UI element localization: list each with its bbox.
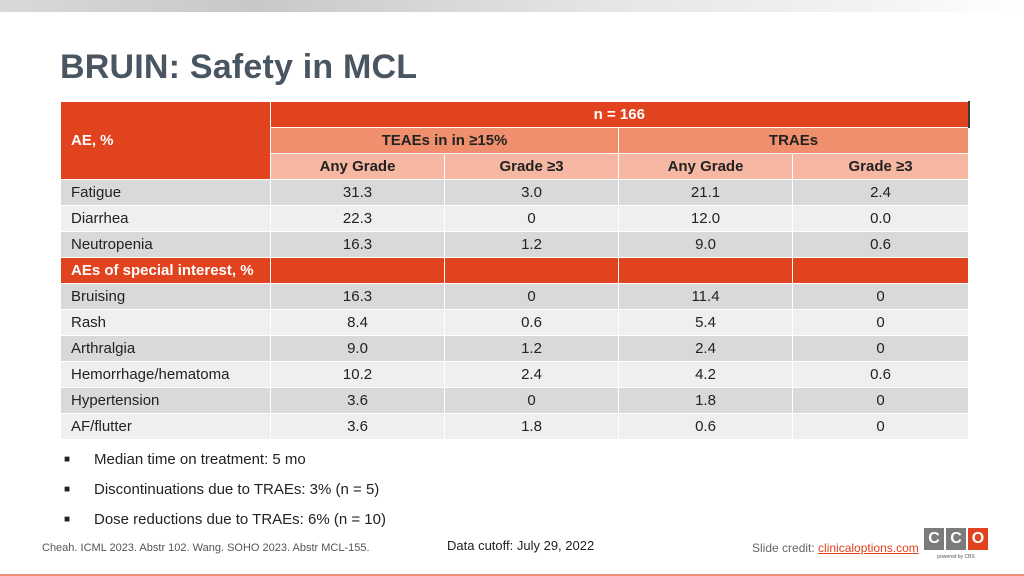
value-cell-teae-any: 3.6 [270,387,445,414]
special-interest-blank-cell [618,257,793,284]
special-interest-blank-cell [270,257,445,284]
value-cell-trae-any: 9.0 [618,231,793,258]
teae-header-cell: TEAEs in in ≥15% [270,127,619,154]
subheader-teae-any: Any Grade [270,153,445,180]
table-row: Bruising 16.3 0 11.4 0 [60,283,970,310]
table-row: Diarrhea 22.3 0 12.0 0.0 [60,205,970,232]
note-text: Discontinuations due to TRAEs: 3% (n = 5… [94,481,380,498]
special-interest-blank-cell [791,257,970,284]
table-row: Hemorrhage/hematoma 10.2 2.4 4.2 0.6 [60,361,970,388]
slide-credit-label: Slide credit: [752,541,819,555]
ae-name-cell: Hemorrhage/hematoma [60,361,271,388]
value-cell-teae-g3: 0.6 [444,309,619,336]
value-cell-trae-any: 5.4 [618,309,793,336]
slide-title: BRUIN: Safety in MCL [60,48,418,86]
value-cell-trae-any: 11.4 [618,283,793,310]
table-row: AF/flutter 3.6 1.8 0.6 0 [60,413,970,440]
ae-name-cell: Bruising [60,283,271,310]
table-row: Neutropenia 16.3 1.2 9.0 0.6 [60,231,970,258]
value-cell-trae-g3: 0 [791,283,970,310]
value-cell-teae-g3: 2.4 [444,361,619,388]
value-cell-trae-any: 21.1 [618,179,793,206]
bullet-square-icon: ■ [64,484,71,495]
bullet-square-icon: ■ [64,514,71,525]
value-cell-teae-g3: 1.2 [444,335,619,362]
cco-logo: C C O powered by CBS [924,528,988,566]
table-row: Arthralgia 9.0 1.2 2.4 0 [60,335,970,362]
value-cell-teae-g3: 3.0 [444,179,619,206]
ae-name-cell: AF/flutter [60,413,271,440]
bullet-square-icon: ■ [64,454,71,465]
table-row: Hypertension 3.6 0 1.8 0 [60,387,970,414]
value-cell-teae-g3: 0 [444,205,619,232]
value-cell-trae-any: 4.2 [618,361,793,388]
top-gradient-bar [0,0,1024,12]
subheader-trae-any: Any Grade [618,153,793,180]
ae-header-cell: AE, % [60,101,271,180]
ae-name-cell: Rash [60,309,271,336]
data-cutoff: Data cutoff: July 29, 2022 [447,538,595,553]
logo-letter-o: O [968,528,988,550]
value-cell-teae-g3: 0 [444,283,619,310]
table-row: Rash 8.4 0.6 5.4 0 [60,309,970,336]
value-cell-teae-any: 10.2 [270,361,445,388]
value-cell-teae-any: 31.3 [270,179,445,206]
slide-credit-link[interactable]: clinicaloptions.com [818,541,919,555]
note-text: Median time on treatment: 5 mo [94,451,306,468]
subheader-teae-g3: Grade ≥3 [444,153,619,180]
value-cell-trae-any: 0.6 [618,413,793,440]
trae-header-cell: TRAEs [617,127,970,154]
header-row-grades: Any Grade Grade ≥3 Any Grade Grade ≥3 [61,153,970,180]
value-cell-trae-g3: 0.0 [791,205,970,232]
value-cell-teae-g3: 1.2 [444,231,619,258]
value-cell-trae-g3: 0 [791,413,970,440]
slide-credit: Slide credit: clinicaloptions.com [752,541,919,555]
header-row-groups: TEAEs in in ≥15% TRAEs [61,127,970,154]
special-interest-row: AEs of special interest, % [60,257,970,284]
special-interest-header: AEs of special interest, % [60,257,271,284]
note-item: ■ Discontinuations due to TRAEs: 3% (n = … [64,480,386,510]
value-cell-teae-any: 9.0 [270,335,445,362]
notes-list: ■ Median time on treatment: 5 mo ■ Disconti… [64,450,386,540]
ae-name-cell: Arthralgia [60,335,271,362]
header-row-n: AE, % n = 166 [60,101,970,180]
value-cell-teae-any: 16.3 [270,283,445,310]
bottom-accent-line [0,574,1024,576]
value-cell-teae-g3: 0 [444,387,619,414]
value-cell-trae-any: 1.8 [618,387,793,414]
note-text: Dose reductions due to TRAEs: 6% (n = 10… [94,511,386,528]
n-header-cell: n = 166 [269,101,970,128]
note-item: ■ Dose reductions due to TRAEs: 6% (n = 1… [64,510,386,540]
ae-name-cell: Fatigue [60,179,271,206]
logo-powered-by: powered by CBS [937,554,975,560]
note-item: ■ Median time on treatment: 5 mo [64,450,386,480]
value-cell-teae-any: 3.6 [270,413,445,440]
value-cell-teae-any: 16.3 [270,231,445,258]
ae-name-cell: Diarrhea [60,205,271,232]
ae-name-cell: Neutropenia [60,231,271,258]
value-cell-teae-g3: 1.8 [444,413,619,440]
value-cell-trae-g3: 0 [791,335,970,362]
value-cell-teae-any: 8.4 [270,309,445,336]
value-cell-trae-any: 12.0 [618,205,793,232]
logo-letter-c2: C [946,528,966,550]
value-cell-trae-g3: 0.6 [791,361,970,388]
subheader-trae-g3: Grade ≥3 [791,153,970,180]
ae-name-cell: Hypertension [60,387,271,414]
table-row: Fatigue 31.3 3.0 21.1 2.4 [60,179,970,206]
value-cell-trae-any: 2.4 [618,335,793,362]
value-cell-trae-g3: 0.6 [791,231,970,258]
special-interest-blank-cell [444,257,619,284]
value-cell-trae-g3: 0 [791,387,970,414]
logo-letter-c1: C [924,528,944,550]
value-cell-trae-g3: 0 [791,309,970,336]
adverse-events-table: AE, % n = 166 TEAEs in in ≥15% TRAEs Any… [60,101,970,440]
footer-references: Cheah. ICML 2023. Abstr 102. Wang. SOHO … [42,542,370,554]
value-cell-teae-any: 22.3 [270,205,445,232]
value-cell-trae-g3: 2.4 [791,179,970,206]
